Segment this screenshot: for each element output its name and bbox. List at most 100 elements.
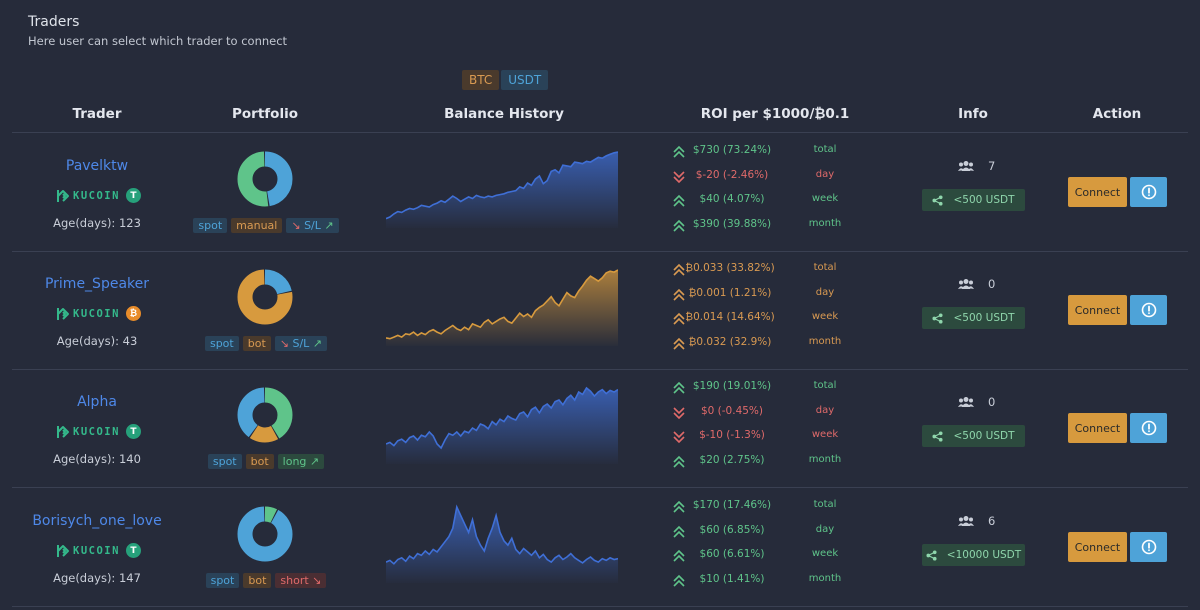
row-divider [12,487,1188,488]
roi-value: $730 (73.24%) [692,144,772,156]
column-header-roi: ROI per $1000/₿0.1 [700,106,850,122]
column-header-portfolio: Portfolio [232,106,298,122]
deposit-limit-text: <10000 USDT [946,549,1022,561]
page-title: Traders [28,14,80,30]
kucoin-logo-icon [57,307,69,320]
chevron-double-up-icon [673,549,685,562]
exchange-name: KUCOIN [73,425,120,438]
trend-down-icon: ↘ [279,337,293,350]
strategy-tag-label: S/L [304,219,321,232]
strategy-tag: spot [204,336,239,351]
chevron-double-up-icon [673,500,685,513]
portfolio-donut-chart [237,387,293,443]
balance-history-chart [386,269,618,346]
trader-row: Borisych_one_love KUCOIN T Age(days): 147 sp… [0,489,1200,607]
currency-switch: BTC USDT [462,70,549,90]
roi-period: month [808,335,842,347]
trader-info-button[interactable] [1130,532,1167,562]
trader-info-button[interactable] [1130,177,1167,207]
strategy-tags: spot bot long ↗ [180,454,352,469]
strategy-tag: manual [231,218,283,233]
kucoin-logo-icon [57,425,69,438]
connect-button[interactable]: Connect [1068,413,1127,443]
header-divider [12,132,1188,133]
roi-period: week [811,429,839,440]
exchange-badge: KUCOIN ₿ [56,306,141,321]
currency-btc-button[interactable]: BTC [462,70,500,90]
exclamation-circle-icon [1141,184,1156,200]
roi-value: ₿0.001 (1.21%) [688,286,772,299]
roi-value: $40 (4.07%) [699,193,765,205]
roi-value: ₿0.033 (33.82%) [685,262,775,274]
chevron-double-up-icon [673,219,685,232]
chevron-double-up-icon [673,263,685,276]
chevron-double-up-icon [673,455,685,468]
strategy-tag: bot [245,454,274,469]
connect-button[interactable]: Connect [1068,532,1127,562]
subscribers-count: 7 [958,159,995,173]
roi-period: total [813,262,837,273]
trader-name-link[interactable]: Prime_Speaker [44,276,150,292]
balance-area [386,270,618,346]
trader-name-link[interactable]: Pavelktw [65,158,129,174]
roi-value: $60 (6.85%) [699,523,765,536]
roi-value: ₿0.032 (32.9%) [688,335,772,348]
column-header-balance-history: Balance History [444,106,564,122]
trader-name-link[interactable]: Borisych_one_love [32,513,162,529]
connect-button[interactable]: Connect [1068,177,1127,207]
chevron-double-down-icon [673,170,685,183]
row-divider [12,369,1188,370]
deposit-limit-badge: <500 USDT [922,189,1025,211]
strategy-tag-label: manual [236,219,278,232]
portfolio-donut-chart [237,151,293,207]
column-header-action: Action [1092,106,1142,122]
subscribers-count: 6 [958,514,995,528]
trader-age: Age(days): 123 [53,216,141,230]
balance-area [386,388,618,464]
trader-info-button[interactable] [1130,295,1167,325]
balance-line [386,386,618,450]
strategy-tag: spot [205,573,240,588]
roi-value: ₿0.014 (14.64%) [685,311,775,323]
strategy-tag-label: long [282,455,307,468]
strategy-tags: spot bot short ↘ [180,573,352,588]
strategy-tag-label: bot [247,337,266,350]
strategy-tag: ↘ S/L ↗ [286,218,339,233]
portfolio-slice [237,269,293,325]
column-header-trader: Trader [72,106,122,122]
trader-age: Age(days): 140 [53,452,141,466]
share-icon [932,312,944,324]
portfolio-slice [237,151,293,207]
portfolio-slice [237,506,293,562]
roi-period: month [808,217,842,229]
roi-period: week [811,311,839,322]
exclamation-circle-icon [1141,420,1156,436]
trader-info-button[interactable] [1130,413,1167,443]
exchange-badge: KUCOIN T [56,424,141,439]
kucoin-logo-icon [57,544,69,557]
strategy-tag-label: short [280,574,309,587]
exclamation-circle-icon [1141,302,1156,318]
roi-period: day [815,286,835,298]
deposit-limit-badge: <500 USDT [922,425,1025,447]
chevron-double-up-icon [673,525,685,538]
strategy-tag: ↘ S/L ↗ [274,336,328,351]
deposit-limit-text: <500 USDT [953,430,1015,442]
strategy-tag-label: S/L [292,337,310,350]
trader-row: Prime_Speaker KUCOIN ₿ Age(days): 43 spot bot… [0,252,1200,370]
trend-down-icon: ↘ [291,219,305,232]
trader-name-link[interactable]: Alpha [77,394,117,410]
trend-up-icon: ↗ [309,337,323,350]
connect-button[interactable]: Connect [1068,295,1127,325]
row-divider [12,606,1188,607]
portfolio-donut-chart [237,269,293,325]
share-icon [932,430,944,442]
roi-period: day [815,404,835,416]
tether-icon: T [125,188,141,203]
portfolio-donut-chart [237,506,293,562]
trader-row: Pavelktw KUCOIN T Age(days): 123 spot manual ↘… [0,134,1200,252]
portfolio-slice [237,151,293,207]
currency-usdt-button[interactable]: USDT [501,70,549,90]
bitcoin-icon: ₿ [125,306,141,321]
